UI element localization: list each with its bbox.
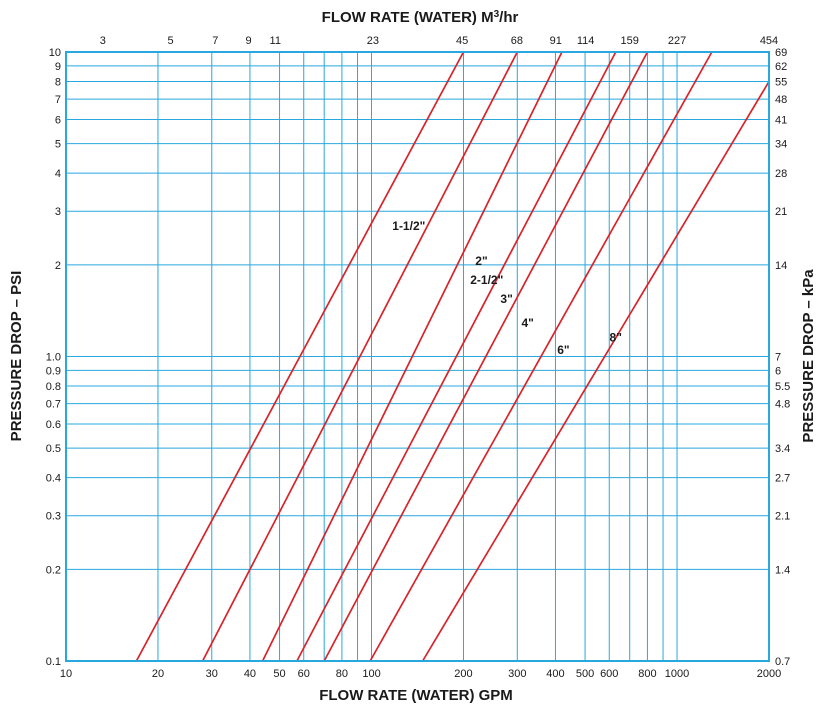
series-label: 8" <box>610 331 622 345</box>
x-tick-label: 30 <box>206 668 218 680</box>
right-tick-label: 7 <box>775 352 781 364</box>
right-tick-label: 48 <box>775 94 787 106</box>
top-tick-label: 7 <box>212 35 218 47</box>
y-tick-label: 6 <box>55 115 61 127</box>
series-label: 1-1/2" <box>392 219 425 233</box>
x-tick-label: 40 <box>244 668 256 680</box>
right-tick-label: 55 <box>775 77 787 89</box>
tick-layer: 10 20 30 40 50 60 80 100 200 300 400 500 600 800 1000 2… <box>46 35 791 680</box>
x-tick-label: 1000 <box>665 668 689 680</box>
y-tick-label: 0.8 <box>46 381 61 393</box>
right-tick-label: 21 <box>775 206 787 218</box>
x-tick-label: 20 <box>152 668 164 680</box>
y-tick-label: 0.6 <box>46 419 61 431</box>
y-tick-label: 3 <box>55 206 61 218</box>
series-line <box>135 51 465 662</box>
series-label: 2-1/2" <box>470 273 503 287</box>
y-tick-label: 2 <box>55 260 61 272</box>
series-line <box>323 51 649 662</box>
series-label: 2" <box>475 254 487 268</box>
y-tick-label: 0.3 <box>46 511 61 523</box>
curve-layer <box>135 51 770 662</box>
series-label-layer: 1-1/2" 2" 2-1/2" 3" 4" 6" 8" <box>392 219 622 357</box>
x-axis-title: FLOW RATE (WATER) GPM <box>319 687 513 704</box>
top-tick-label: 68 <box>511 35 523 47</box>
right-tick-label: 62 <box>775 61 787 73</box>
right-tick-label: 0.7 <box>775 656 790 668</box>
top-tick-label: 454 <box>760 35 778 47</box>
x-tick-label: 500 <box>576 668 594 680</box>
y-tick-label: 8 <box>55 77 61 89</box>
x-tick-label: 50 <box>273 668 285 680</box>
y-tick-label: 0.7 <box>46 399 61 411</box>
x-tick-label: 100 <box>362 668 380 680</box>
y-tick-label: 0.4 <box>46 473 61 485</box>
y-axis-title-right: PRESSURE DROP – kPa <box>800 269 817 443</box>
right-tick-label: 41 <box>775 115 787 127</box>
right-tick-label: 6 <box>775 365 781 377</box>
right-tick-label: 2.7 <box>775 473 790 485</box>
x-tick-label: 300 <box>508 668 526 680</box>
top-axis-title-suffix: /hr <box>499 9 518 26</box>
top-tick-label: 45 <box>456 35 468 47</box>
right-tick-label: 3.4 <box>775 443 790 455</box>
x-tick-label: 200 <box>454 668 472 680</box>
plot-frame <box>65 51 770 662</box>
x-tick-label: 80 <box>336 668 348 680</box>
top-tick-label: 9 <box>246 35 252 47</box>
top-tick-label: 114 <box>577 35 595 47</box>
series-label: 6" <box>557 343 569 357</box>
y-tick-label: 0.9 <box>46 365 61 377</box>
series-line <box>296 51 617 662</box>
series-line <box>369 51 713 662</box>
y-tick-label: 7 <box>55 94 61 106</box>
x-tick-label: 800 <box>638 668 656 680</box>
y-tick-label: 0.2 <box>46 564 61 576</box>
x-tick-label: 10 <box>60 668 72 680</box>
x-tick-label: 2000 <box>757 668 781 680</box>
top-tick-label: 3 <box>100 35 106 47</box>
series-line <box>201 51 519 662</box>
series-line <box>261 51 563 662</box>
x-tick-label: 600 <box>600 668 618 680</box>
series-line <box>421 81 770 662</box>
x-tick-label: 60 <box>298 668 310 680</box>
top-tick-label: 23 <box>367 35 379 47</box>
top-axis-title: FLOW RATE (WATER) M3/hr <box>322 9 519 26</box>
top-tick-label: 227 <box>668 35 686 47</box>
y-axis-title-left: PRESSURE DROP – PSI <box>8 271 25 442</box>
y-tick-label: 5 <box>55 139 61 151</box>
y-tick-label: 0.1 <box>46 656 61 668</box>
x-tick-label: 400 <box>546 668 564 680</box>
top-tick-label: 11 <box>270 35 281 47</box>
y-tick-label: 10 <box>49 47 61 59</box>
top-axis-title-sup: 3 <box>494 9 500 20</box>
series-label: 4" <box>522 316 534 330</box>
right-tick-label: 4.8 <box>775 399 790 411</box>
y-tick-label: 9 <box>55 61 61 73</box>
y-tick-label: 4 <box>55 168 61 180</box>
top-tick-label: 91 <box>550 35 562 47</box>
series-label: 3" <box>500 292 512 306</box>
grid-layer <box>65 51 770 662</box>
right-tick-label: 5.5 <box>775 381 790 393</box>
top-tick-label: 159 <box>621 35 639 47</box>
right-tick-label: 69 <box>775 47 787 59</box>
right-tick-label: 34 <box>775 139 787 151</box>
right-tick-label: 14 <box>775 260 787 272</box>
y-tick-label: 1.0 <box>46 352 61 364</box>
top-axis-title-main: FLOW RATE (WATER) M <box>322 9 494 26</box>
top-tick-label: 5 <box>168 35 174 47</box>
right-tick-label: 2.1 <box>775 511 790 523</box>
right-tick-label: 28 <box>775 168 787 180</box>
right-tick-label: 1.4 <box>775 564 790 576</box>
y-tick-label: 0.5 <box>46 443 61 455</box>
